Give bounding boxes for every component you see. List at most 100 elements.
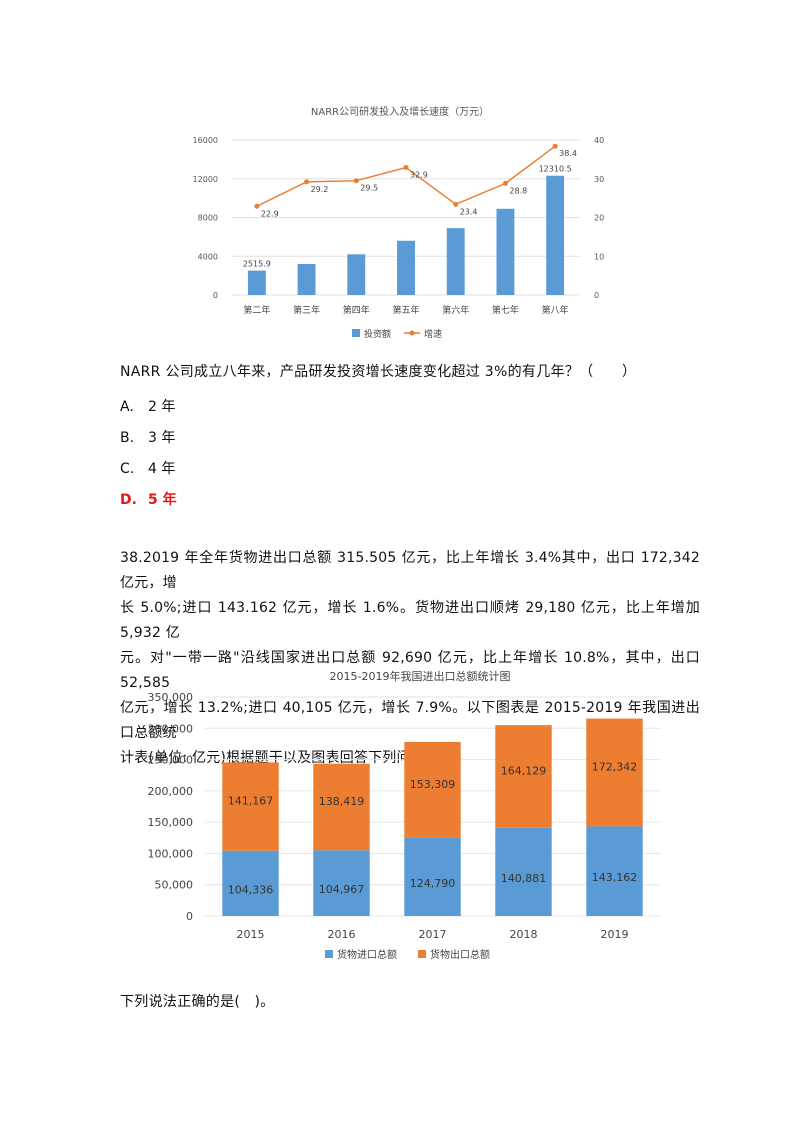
export-data-label: 138,419 — [319, 795, 365, 808]
option-text: 4 年 — [148, 461, 176, 477]
investment-bar — [347, 254, 366, 295]
option-letter: D. — [120, 492, 137, 508]
trade-total-chart: 2015-2019年我国进出口总额统计图 104,336 141,167 104,9… — [148, 669, 660, 961]
investment-bar — [297, 264, 316, 295]
export-bar-segment — [495, 725, 552, 828]
import-bar-segment — [495, 827, 552, 916]
category-tick-label: 2017 — [419, 928, 447, 941]
paragraph-line: 元。对"一带一路"沿线国家进出口总额 92,690 亿元，比上年增长 10.8%… — [120, 650, 700, 691]
option-text: 2 年 — [148, 399, 176, 415]
y-axis-tick-label: 250,000 — [148, 754, 194, 767]
growth-rate-point — [403, 165, 409, 171]
category-tick-label: 第五年 — [392, 304, 419, 316]
export-bar-segment — [222, 762, 279, 851]
import-data-label: 104,967 — [319, 883, 365, 896]
export-bar-segment — [586, 718, 643, 827]
right-axis-tick-label: 40 — [594, 136, 604, 145]
investment-bar — [446, 228, 465, 295]
question-38-paragraph: 38.2019 年全年货物进出口总额 315.505 亿元，比上年增长 3.4%… — [120, 546, 700, 771]
paragraph-line: 亿元，增长 13.2%;进口 40,105 亿元，增长 7.9%。以下图表是 2… — [120, 700, 700, 741]
growth-rate-point — [453, 201, 459, 207]
import-data-label: 143,162 — [592, 871, 638, 884]
left-axis-tick-label: 4000 — [198, 252, 218, 261]
export-data-label: 172,342 — [592, 761, 638, 774]
left-axis-tick-label: 12000 — [193, 175, 218, 184]
export-bar-segment — [313, 763, 370, 851]
option-b[interactable]: B. 3 年 — [120, 427, 175, 447]
investment-bar — [546, 175, 565, 295]
option-letter: B. — [120, 430, 135, 446]
export-data-label: 141,167 — [228, 795, 274, 808]
option-letter: A. — [120, 399, 134, 415]
left-axis-tick-label: 8000 — [198, 214, 218, 223]
right-axis-tick-label: 10 — [594, 252, 604, 261]
bar-data-label: 12310.5 — [539, 165, 572, 174]
left-axis-tick-label: 0 — [213, 291, 218, 300]
investment-bar — [397, 240, 415, 295]
option-a[interactable]: A. 2 年 — [120, 396, 175, 416]
rd-investment-chart: NARR公司研发投入及增长速度（万元） 2515.9 12310.5 22.9 29… — [193, 105, 605, 340]
growth-rate-point — [552, 143, 558, 149]
legend-label-investment: 投资额 — [364, 328, 391, 340]
investment-bar — [496, 208, 515, 295]
right-axis-tick-label: 30 — [594, 175, 604, 184]
y-axis-tick-label: 0 — [186, 910, 193, 923]
option-letter: C. — [120, 461, 135, 477]
y-axis-tick-label: 150,000 — [148, 816, 194, 829]
category-tick-label: 2016 — [328, 928, 356, 941]
import-data-label: 104,336 — [228, 883, 274, 896]
question-next-text: 下列说法正确的是( )。 — [120, 994, 275, 1010]
category-tick-label: 2018 — [510, 928, 538, 941]
line-data-label: 23.4 — [460, 207, 478, 216]
growth-rate-point — [353, 178, 359, 184]
line-data-label: 28.8 — [509, 186, 527, 195]
paragraph-line: 计表(单位: 亿元)根据题干以及图表回答下列问题: — [120, 750, 430, 766]
y-axis-tick-label: 200,000 — [148, 785, 194, 798]
right-axis-tick-label: 0 — [594, 291, 599, 300]
export-data-label: 164,129 — [501, 764, 547, 777]
legend-marker-growth — [409, 330, 415, 336]
category-tick-label: 第四年 — [343, 304, 370, 316]
import-bar-segment — [404, 837, 461, 916]
legend-swatch-investment — [352, 329, 360, 337]
growth-rate-point — [304, 179, 310, 185]
line-data-label: 38.4 — [559, 149, 577, 158]
y-axis-tick-label: 100,000 — [148, 847, 194, 860]
category-tick-label: 2015 — [237, 928, 265, 941]
growth-rate-point — [254, 203, 260, 209]
y-axis-tick-label: 50,000 — [155, 879, 194, 892]
line-data-label: 29.5 — [360, 184, 378, 193]
chart1-title: NARR公司研发投入及增长速度（万元） — [311, 105, 489, 118]
category-tick-label: 第七年 — [492, 304, 519, 316]
growth-rate-point — [502, 180, 508, 186]
paragraph-line: 长 5.0%;进口 143.162 亿元，增长 1.6%。货物进出口顺烤 29,… — [120, 600, 700, 641]
legend-label-growth: 增速 — [424, 328, 442, 340]
option-c[interactable]: C. 4 年 — [120, 458, 175, 478]
category-tick-label: 第二年 — [243, 304, 270, 316]
export-bar-segment — [404, 741, 461, 838]
option-d-correct[interactable]: D. 5 年 — [120, 489, 177, 509]
y-axis-tick-label: 300,000 — [148, 722, 194, 735]
legend-swatch-import — [325, 950, 333, 958]
y-axis-tick-label: 350,000 — [148, 691, 194, 704]
legend-swatch-export — [418, 950, 426, 958]
category-tick-label: 第六年 — [442, 304, 469, 316]
investment-bar — [247, 270, 266, 295]
paragraph-line: 38.2019 年全年货物进出口总额 315.505 亿元，比上年增长 3.4%… — [120, 550, 700, 591]
import-bar-segment — [586, 826, 643, 916]
bar-data-label: 2515.9 — [243, 260, 271, 269]
option-text: 3 年 — [148, 430, 176, 446]
left-axis-tick-label: 16000 — [193, 136, 218, 145]
chart2-title: 2015-2019年我国进出口总额统计图 — [330, 669, 511, 683]
line-data-label: 29.2 — [311, 185, 329, 194]
growth-rate-line — [256, 145, 556, 207]
import-bar-segment — [222, 850, 279, 916]
category-tick-label: 2019 — [601, 928, 629, 941]
import-data-label: 124,790 — [410, 877, 456, 890]
import-bar-segment — [313, 850, 370, 916]
line-data-label: 32.9 — [410, 171, 428, 180]
question-1-text: NARR 公司成立八年来，产品研发投资增长速度变化超过 3%的有几年？（ ） — [120, 364, 637, 380]
category-tick-label: 第三年 — [293, 304, 320, 316]
export-data-label: 153,309 — [410, 778, 456, 791]
right-axis-tick-label: 20 — [594, 214, 604, 223]
